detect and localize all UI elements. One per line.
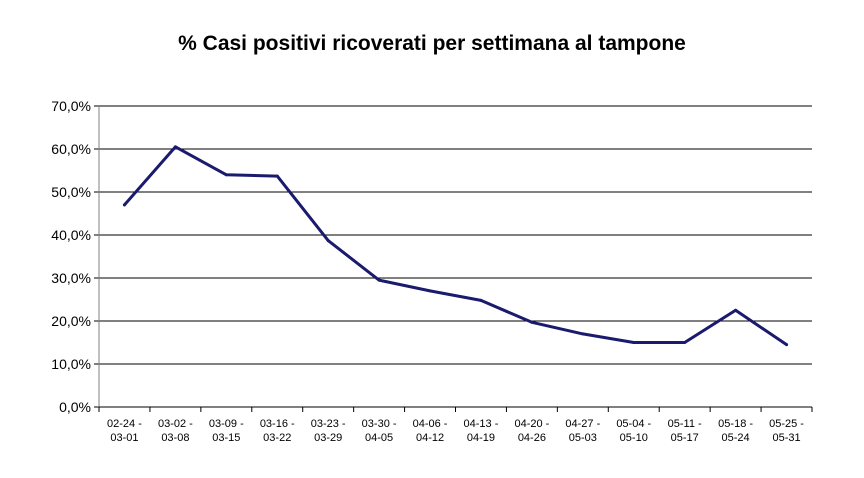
data-point	[632, 341, 636, 344]
x-tick-label-line: 04-05	[365, 432, 393, 444]
y-tick-label: 70,0%	[51, 98, 91, 114]
series	[122, 145, 789, 347]
x-tick-label-line: 04-27 -	[565, 418, 600, 430]
x-tick-label-line: 04-12	[416, 432, 444, 444]
x-tick-label-line: 04-13 -	[464, 418, 499, 430]
x-tick-label-line: 05-04 -	[616, 418, 651, 430]
y-tick-label: 50,0%	[51, 184, 91, 200]
axes	[94, 105, 813, 412]
x-tick-label-line: 03-23 -	[311, 418, 346, 430]
data-point	[734, 308, 738, 312]
x-tick-label: 05-11 - 05-17	[668, 418, 702, 444]
x-tick-label-line: 03-30 -	[362, 418, 397, 430]
x-tick-label: 03-02 - 03-08	[158, 418, 193, 444]
x-tick-label: 05-04 - 05-10	[616, 418, 651, 444]
data-point	[428, 289, 432, 293]
x-tick-label-line: 04-06 -	[413, 418, 448, 430]
x-tick-label: 03-16 - 03-22	[260, 418, 295, 444]
x-tick-label-line: 03-02 -	[158, 418, 193, 430]
x-tick-label-line: 04-19	[467, 432, 495, 444]
x-tick-label-line: 03-22	[263, 432, 291, 444]
data-point	[683, 341, 687, 344]
x-tick-label: 04-06 - 04-12	[413, 418, 448, 444]
x-tick-label-line: 05-31	[772, 432, 800, 444]
x-tick-label-line: 05-10	[620, 432, 648, 444]
x-tick-label: 03-09 - 03-15	[209, 418, 244, 444]
x-tick-label-line: 03-16 -	[260, 418, 295, 430]
x-tick-label: 03-23 - 03-29	[311, 418, 346, 444]
data-point	[530, 320, 534, 324]
x-tick-label: 05-25 - 05-31	[769, 418, 804, 444]
y-tick-label: 0,0%	[59, 399, 91, 415]
data-point	[275, 174, 279, 178]
x-tick-label: 02-24 - 03-01	[107, 418, 142, 444]
data-point	[377, 278, 381, 282]
y-tick-label: 20,0%	[51, 313, 91, 329]
x-tick-label-line: 03-09 -	[209, 418, 244, 430]
x-tick-label-line: 05-11 -	[668, 418, 702, 430]
x-tick-label: 03-30 - 04-05	[362, 418, 397, 444]
x-tick-label-line: 03-08	[161, 432, 189, 444]
gridlines	[99, 105, 812, 365]
y-tick-labels: 0,0% 10,0% 20,0% 30,0% 40,0% 50,0% 60,0% 70,0%	[51, 98, 91, 415]
data-point	[479, 298, 483, 302]
x-tick-label-line: 05-24	[722, 432, 750, 444]
x-tick-label-line: 03-15	[212, 432, 240, 444]
x-tick-label-line: 04-20 -	[514, 418, 549, 430]
x-tick-label: 04-13 - 04-19	[464, 418, 499, 444]
x-tick-label-line: 04-26	[518, 432, 546, 444]
y-tick-label: 10,0%	[51, 356, 91, 372]
chart-title: % Casi positivi ricoverati per settimana…	[178, 32, 686, 55]
data-point	[224, 173, 228, 177]
data-point	[785, 343, 789, 347]
x-tick-label-line: 05-18 -	[718, 418, 753, 430]
x-tick-label-line: 05-03	[569, 432, 597, 444]
x-tick-label-line: 03-29	[314, 432, 342, 444]
x-tick-label: 04-20 - 04-26	[514, 418, 549, 444]
data-point	[581, 332, 585, 336]
x-tick-label-line: 02-24 -	[107, 418, 142, 430]
series-line	[122, 145, 789, 347]
x-tick-label-line: 03-01	[110, 432, 138, 444]
data-point	[122, 203, 126, 207]
x-tick-label-line: 05-25 -	[769, 418, 804, 430]
y-tick-label: 40,0%	[51, 227, 91, 243]
x-tick-label: 05-18 - 05-24	[718, 418, 753, 444]
data-point	[173, 145, 177, 149]
x-tick-label: 04-27 - 05-03	[565, 418, 600, 444]
y-tick-label: 30,0%	[51, 270, 91, 286]
x-tick-label-line: 05-17	[671, 432, 699, 444]
y-tick-label: 60,0%	[51, 141, 91, 157]
data-point	[326, 239, 330, 243]
x-tick-labels: 02-24 - 03-01 03-02 - 03-08 03-09 - 03-15 03-1…	[107, 418, 804, 444]
